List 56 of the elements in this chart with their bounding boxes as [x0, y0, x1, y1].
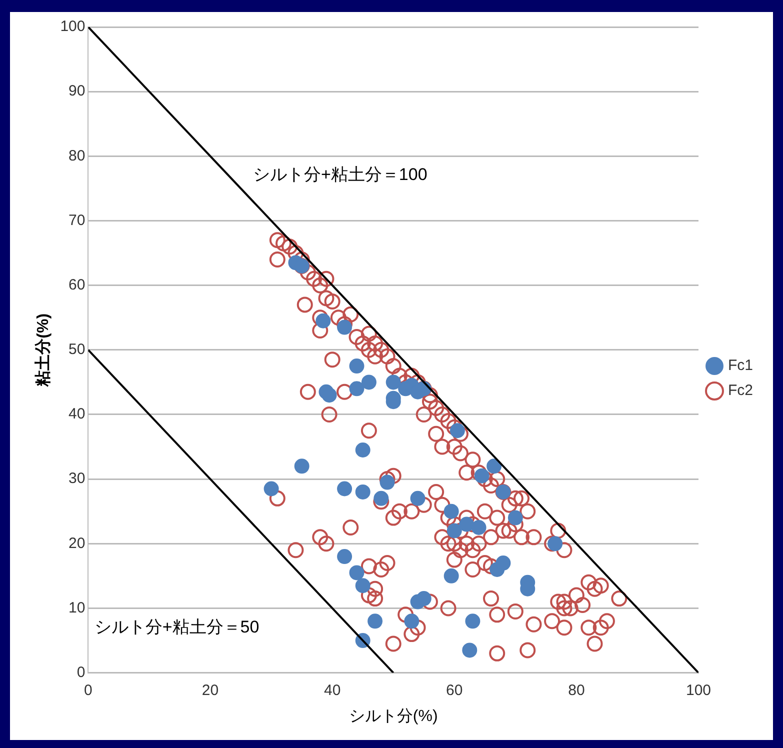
point	[355, 484, 370, 500]
y-tick-label: 100	[60, 18, 86, 36]
y-tick-label: 10	[68, 599, 86, 616]
y-tick-label: 30	[68, 470, 86, 488]
legend-label: Fc2	[728, 382, 754, 400]
point	[444, 568, 459, 584]
point	[349, 565, 364, 580]
y-tick-label: 80	[68, 147, 86, 164]
x-tick-label: 60	[446, 682, 463, 699]
point	[508, 510, 523, 526]
y-tick-label: 0	[76, 664, 86, 681]
point	[337, 549, 352, 564]
point	[444, 504, 459, 519]
y-tick-label: 50	[68, 341, 86, 358]
point	[471, 520, 486, 535]
point	[386, 374, 401, 390]
x-tick-label: 100	[686, 682, 712, 699]
x-tick-label: 20	[202, 682, 219, 699]
point	[446, 523, 462, 538]
point	[465, 614, 480, 629]
point	[316, 313, 331, 328]
point	[374, 490, 389, 506]
legend-label: Fc1	[728, 357, 754, 374]
y-tick-label: 70	[68, 212, 86, 229]
point	[450, 423, 465, 438]
x-tick-label: 80	[568, 682, 585, 699]
y-tick-label: 60	[68, 276, 86, 294]
point	[416, 591, 432, 606]
point	[322, 388, 337, 403]
point	[380, 474, 395, 490]
y-tick-label: 90	[68, 82, 86, 100]
y-axis-title: 粘土分(%)	[34, 313, 52, 388]
point	[368, 614, 383, 629]
point	[355, 578, 370, 594]
point	[462, 642, 478, 658]
x-axis-title: シルト分(%)	[348, 708, 438, 725]
point	[349, 381, 364, 396]
point	[337, 481, 352, 496]
point	[264, 481, 279, 496]
y-tick-label: 20	[68, 534, 86, 552]
point	[349, 358, 364, 374]
point	[410, 490, 426, 506]
point	[548, 536, 563, 552]
y-tick-label: 40	[68, 406, 86, 423]
x-tick-label: 40	[324, 682, 341, 699]
point	[496, 556, 511, 571]
annotation: シルト分+粘土分＝50	[94, 617, 260, 636]
annotation: シルト分+粘土分＝100	[253, 165, 428, 184]
point	[459, 516, 474, 532]
point	[337, 320, 352, 335]
point	[486, 458, 502, 474]
point	[294, 458, 310, 474]
point	[361, 374, 376, 390]
point	[474, 468, 490, 484]
point	[404, 614, 420, 629]
point	[355, 442, 370, 458]
